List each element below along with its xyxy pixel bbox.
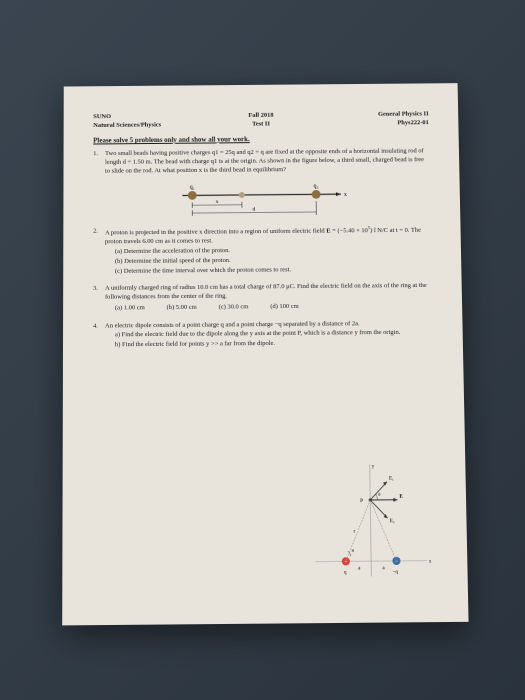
problem-number: 1. [93,150,105,176]
p3-opt-c: (c) 30.0 cm [218,303,248,312]
problem-number: 4. [92,322,104,350]
p3-text: A uniformly charged ring of radius 10.0 … [105,282,427,300]
problem-4: 4. An electric dipole consists of a poin… [92,319,432,350]
theta-label-top: θ [378,492,380,497]
svg-text:+: + [344,560,347,565]
x-axis-label: x [343,192,346,198]
p2-sub-c: (c) Determine the time interval over whi… [114,265,431,276]
exam-paper: SUNO Fall 2018 General Physics II Natura… [62,83,468,625]
figure-dipole: y x + − q −q a a P r E₁ E₂ [304,459,437,593]
problem-body: A uniformly charged ring of radius 10.0 … [105,282,432,313]
problem-3: 3. A uniformly charged ring of radius 10… [93,282,432,313]
nq-label: −q [392,570,398,575]
problem-number: 3. [93,285,105,313]
y-axis-label: y [371,464,374,469]
p2-text-b: = (−5.40 × 10 [330,228,367,235]
header-department: Natural Sciences/Physics [93,121,205,129]
q-label: q [343,571,346,576]
x-axis-label: x [428,560,431,565]
p3-opt-b: (b) 5.00 cm [166,304,196,313]
e2-label: E₂ [389,519,394,524]
figure-beads-on-rod: q₁ q₂ x x d [172,183,351,220]
p4-text: An electric dipole consists of a point c… [105,320,360,329]
problem-number: 2. [93,228,105,276]
d-span-label: d [252,207,255,213]
x-span-label: x [215,199,218,205]
problem-body: Two small beads having positive charges … [105,147,430,175]
header-row-2: Natural Sciences/Physics Test II Phys222… [93,119,429,129]
a-label-right: a [382,566,385,571]
problem-body: An electric dipole consists of a point c… [104,319,432,350]
problem-1: 1. Two small beads having positive charg… [93,147,430,176]
problem-2: 2. A proton is projected in the positive… [93,225,431,276]
p2-text-a: A proton is projected in the positive x … [105,228,325,237]
header-term: Fall 2018 [205,111,317,119]
q2-label: q₂ [313,184,318,190]
e1-label: E₁ [389,476,394,481]
p3-opt-a: (a) 1.00 cm [114,304,144,313]
a-label-left: a [358,566,361,571]
e-vector: E [326,228,330,235]
q1-label: q₁ [189,185,194,191]
problem-body: A proton is projected in the positive x … [105,225,432,276]
header-course-title: General Physics II [316,111,428,119]
theta-label-bottom: θ [351,548,353,553]
p-label: P [360,499,363,504]
e-label: E [399,495,403,500]
instruction-line: Please solve 5 problems only and show al… [93,134,429,145]
r-label: r [353,530,355,535]
p4-sub-b: b) Find the electric field for points y … [114,339,432,351]
p3-opt-d: (d) 100 cm [270,303,299,312]
header-course-code: Phys222-01 [316,119,428,127]
header-institution: SUNO [93,112,205,120]
header-test: Test II [205,120,317,128]
p3-options: (a) 1.00 cm (b) 5.00 cm (c) 30.0 cm (d) … [114,302,431,313]
